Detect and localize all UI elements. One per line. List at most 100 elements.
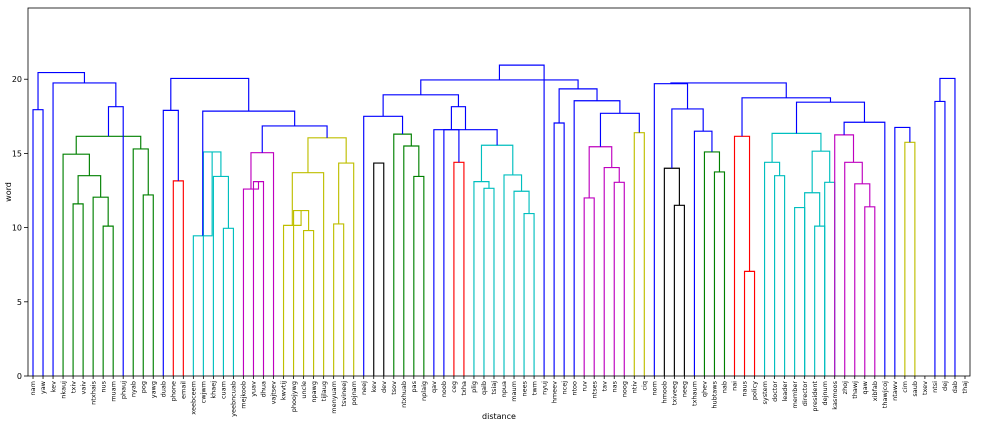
dendrogram-link (864, 206, 876, 376)
leaf-label: president (811, 381, 819, 412)
leaf-label: maum (510, 381, 518, 402)
leaf-label: tsvineej (340, 381, 348, 407)
leaf-label: pas (410, 380, 418, 392)
leaf-label: ciq (641, 381, 649, 391)
leaf-label: nab (721, 381, 729, 393)
y-tick-label: 10 (12, 224, 22, 233)
leaf-label: dab (951, 381, 959, 393)
y-axis-label: word (4, 182, 13, 202)
leaf-label: txha (460, 381, 468, 396)
leaf-label: cwjwm (200, 381, 208, 403)
dendrogram-link (202, 151, 222, 376)
dendrogram-link (713, 171, 726, 376)
leaf-label: phoojywg (290, 381, 298, 412)
leaf-label: vajtsev (270, 381, 278, 405)
dendrogram-link (92, 196, 109, 376)
dendrogram-link (72, 203, 84, 376)
leaf-label: system (761, 381, 769, 405)
dendrogram-link (934, 100, 946, 376)
leaf-label: txev (921, 381, 929, 395)
dendrogram-link (307, 137, 347, 173)
leaf-label: dev (380, 381, 388, 393)
dendrogram-link (573, 100, 621, 376)
leaf-label: muam (109, 381, 117, 402)
leaf-label: thaj (961, 381, 969, 394)
leaf-label: tijlaug (320, 381, 328, 401)
dendrogram-link (844, 161, 863, 376)
leaf-label: zhoj (841, 381, 849, 395)
leaf-label: duab (159, 381, 167, 397)
leaf-label: nees (520, 380, 528, 396)
y-tick-label: 5 (17, 298, 22, 307)
dendrogram-link (373, 162, 385, 376)
leaf-label: ntses (590, 380, 598, 398)
dendrogram-link (588, 146, 613, 198)
leaf-label: uncle (300, 381, 308, 399)
leaf-label: nplaig (420, 381, 428, 401)
y-tick-label: 0 (17, 372, 22, 381)
leaf-label: saub (911, 381, 919, 397)
leaf-label: noob (440, 381, 448, 397)
dendrogram-link (172, 180, 184, 376)
dendrogram-link (292, 209, 310, 376)
dendrogram-link (558, 88, 598, 123)
leaf-label: pojnam (350, 381, 358, 405)
x-axis-ticks: nam yaw kev nkauj txiv vaiv ntxhais nus muam phau… (29, 376, 969, 417)
leaf-label: hmeev (550, 381, 558, 403)
leaf-label: tsiaj (490, 381, 498, 395)
leaf-label: menyuam (330, 381, 338, 414)
leaf-label: kasmoos (831, 380, 839, 409)
dendrogram-link (473, 181, 490, 376)
leaf-label: mejkoob (240, 381, 248, 409)
leaf-label: member (791, 381, 799, 409)
leaf-label: neeg (681, 381, 689, 397)
leaf-label: nus (99, 380, 107, 392)
leaf-label: cuam (220, 381, 228, 399)
leaf-label: noog (620, 381, 628, 397)
dendrogram-link (811, 150, 831, 193)
leaf-label: khaej (210, 381, 218, 399)
dendrogram-link (37, 71, 86, 110)
dendrogram-link (741, 97, 832, 137)
leaf-label: qav (430, 381, 438, 393)
leaf-label: ntxhuab (400, 381, 408, 408)
leaf-label: doctor (771, 381, 779, 402)
dendrogram-link (673, 204, 685, 376)
leaf-label: qhev (701, 381, 709, 397)
dendrogram-link (498, 64, 545, 376)
leaf-label: pog (139, 381, 147, 393)
leaf-label: hubtaws (711, 380, 719, 408)
dendrogram-link (142, 194, 154, 376)
leaf-label: phauj (119, 381, 127, 399)
leaf-label: npua (500, 381, 508, 397)
leaf-label: xeebceem (190, 381, 198, 415)
leaf-label: qaw (861, 380, 869, 394)
leaf-label: ceg (450, 381, 458, 393)
leaf-label: yawg (149, 381, 157, 398)
dendrogram-link (222, 227, 235, 376)
y-tick-label: 20 (12, 75, 22, 84)
leaf-label: director (801, 381, 809, 407)
leaf-label: yaw (39, 380, 47, 394)
leaf-label: tav (600, 381, 608, 392)
dendrogram-link (894, 126, 911, 376)
leaf-label: yuav (250, 381, 258, 397)
leaf-label: nyab (129, 381, 137, 397)
dendrogram-link (363, 115, 404, 376)
dendrogram-link (132, 148, 149, 376)
leaf-label: cim (901, 381, 909, 393)
leaf-label: email (180, 381, 188, 399)
leaf-label: dhua (260, 381, 268, 397)
leaf-label: qaib (480, 381, 488, 395)
leaf-label: txhaum (691, 381, 699, 406)
leaf-label: ntawv (891, 381, 899, 401)
dendrogram-link (52, 82, 117, 376)
leaf-label: leader (781, 381, 789, 402)
leaf-label: kev (370, 381, 378, 393)
leaf-label: dejnum (821, 381, 829, 406)
x-axis-label: distance (482, 412, 516, 421)
dendrogram-link (599, 112, 640, 147)
leaf-label: nai (731, 381, 739, 391)
